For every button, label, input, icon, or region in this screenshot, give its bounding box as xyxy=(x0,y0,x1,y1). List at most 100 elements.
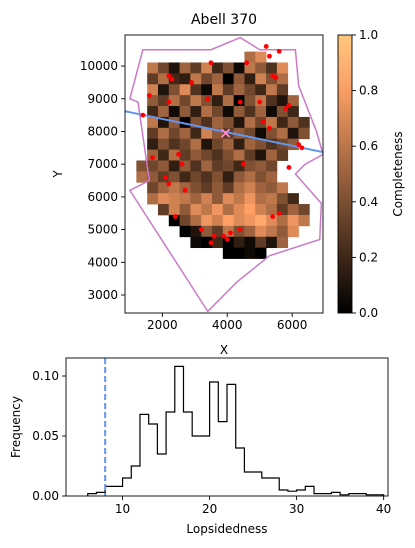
galaxy-point xyxy=(286,165,292,170)
completeness-cell xyxy=(244,84,256,96)
colorbar-ticks: 0.0 0.2 0.4 0.6 0.8 1.0 xyxy=(352,28,378,320)
completeness-cell xyxy=(157,95,170,107)
completeness-cell xyxy=(222,84,235,96)
galaxy-point xyxy=(166,181,172,187)
map-frame xyxy=(124,34,324,314)
completeness-cell xyxy=(276,214,289,227)
completeness-cell xyxy=(222,214,235,227)
completeness-cell xyxy=(298,214,310,227)
completeness-cell xyxy=(244,214,256,227)
completeness-cell xyxy=(168,160,180,172)
completeness-cell xyxy=(287,204,299,216)
completeness-cell xyxy=(201,236,213,249)
histogram-bin xyxy=(157,454,166,496)
map-title: Abell 370 xyxy=(191,12,257,28)
completeness-cell xyxy=(255,204,267,216)
galaxy-point xyxy=(257,99,263,105)
completeness-cell xyxy=(201,193,213,205)
completeness-cell xyxy=(266,84,278,96)
colorbar-tick-label: 0.2 xyxy=(359,250,378,264)
completeness-cell xyxy=(233,160,245,172)
completeness-cell xyxy=(157,127,170,140)
completeness-cell xyxy=(222,73,235,85)
completeness-cell xyxy=(157,84,170,96)
galaxy-point xyxy=(211,233,217,239)
completeness-cell xyxy=(276,182,289,194)
completeness-cell xyxy=(266,149,278,161)
completeness-cell xyxy=(157,204,170,216)
completeness-cell xyxy=(147,62,159,74)
completeness-cell xyxy=(255,106,267,118)
galaxy-point xyxy=(169,76,175,82)
completeness-cell xyxy=(201,84,213,96)
completeness-cell xyxy=(222,204,235,216)
histogram-step-line xyxy=(87,365,385,496)
completeness-cell xyxy=(201,171,213,183)
galaxy-point xyxy=(140,112,146,118)
completeness-cell xyxy=(266,193,278,205)
completeness-cell xyxy=(222,225,235,238)
histogram-bin xyxy=(271,478,280,496)
completeness-cell xyxy=(255,247,267,259)
completeness-cell xyxy=(168,62,180,74)
completeness-cell xyxy=(233,62,245,74)
galaxy-point xyxy=(270,214,276,219)
x-tick-label: 2000 xyxy=(147,318,178,332)
y-tick-label: 0.00 xyxy=(32,489,59,503)
completeness-cell xyxy=(244,106,256,118)
completeness-cell xyxy=(179,149,191,161)
completeness-cell xyxy=(190,138,202,151)
galaxy-point xyxy=(228,230,233,236)
galaxy-point xyxy=(224,237,230,242)
galaxy-point xyxy=(150,155,155,161)
completeness-cell xyxy=(157,62,170,74)
histogram-bin xyxy=(183,412,192,496)
completeness-cell xyxy=(287,193,299,205)
galaxy-point xyxy=(241,161,246,167)
completeness-cell xyxy=(147,193,159,205)
completeness-cell xyxy=(298,204,310,216)
completeness-cell xyxy=(179,182,191,194)
map-x-label: X xyxy=(220,343,228,357)
galaxy-point xyxy=(267,125,272,131)
galaxy-point xyxy=(205,96,211,102)
completeness-cell xyxy=(190,236,202,249)
galaxy-point xyxy=(244,60,250,66)
galaxy-point xyxy=(198,227,204,233)
completeness-cell xyxy=(179,73,191,85)
completeness-cell xyxy=(147,149,159,161)
histogram-bin xyxy=(305,486,314,496)
completeness-cell xyxy=(201,182,213,194)
histogram-bin xyxy=(297,490,306,496)
histogram-frame xyxy=(65,357,389,497)
completeness-cell xyxy=(179,95,191,107)
galaxy-point xyxy=(166,99,172,105)
x-tick-label: 10 xyxy=(115,502,130,516)
completeness-cell xyxy=(266,138,278,151)
galaxy-point xyxy=(179,161,185,167)
completeness-cell xyxy=(157,182,170,194)
completeness-cell xyxy=(212,193,224,205)
completeness-cell xyxy=(190,84,202,96)
completeness-cell xyxy=(147,95,159,107)
completeness-cell xyxy=(244,62,256,74)
y-tick-label: 5000 xyxy=(87,223,118,237)
completeness-cell xyxy=(201,73,213,85)
galaxy-point xyxy=(273,75,279,80)
completeness-cell xyxy=(157,73,170,85)
center-marker xyxy=(220,128,231,138)
completeness-cell xyxy=(179,160,191,172)
completeness-cell xyxy=(255,182,267,194)
completeness-cell xyxy=(157,193,170,205)
completeness-cell xyxy=(179,193,191,205)
galaxy-point xyxy=(146,93,152,98)
histogram-bin xyxy=(331,492,340,496)
completeness-cell xyxy=(233,84,245,96)
galaxy-point xyxy=(299,145,305,151)
completeness-cell xyxy=(266,106,278,118)
completeness-cell xyxy=(276,193,289,205)
colorbar-tick-label: 0.0 xyxy=(359,306,378,320)
completeness-cell xyxy=(212,138,224,151)
x-tick-label: 6000 xyxy=(277,318,308,332)
completeness-cell xyxy=(147,138,159,151)
